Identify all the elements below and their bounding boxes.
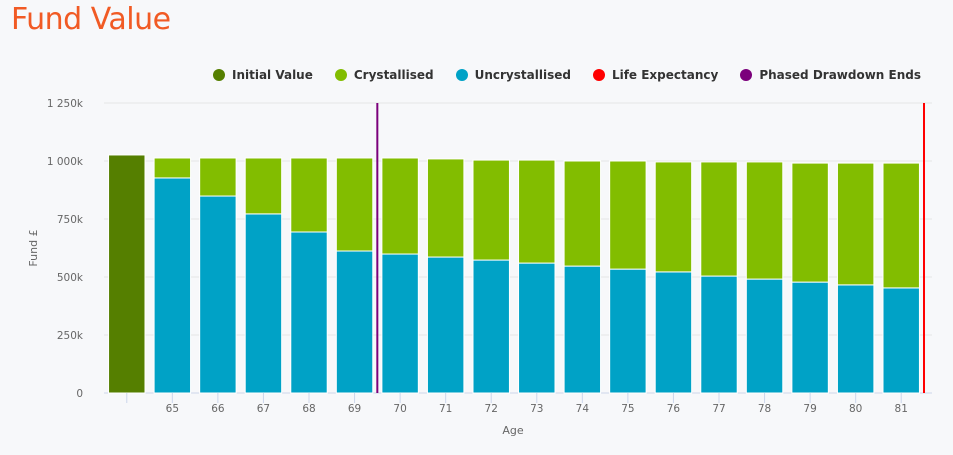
bar-uncrystallised[interactable] [836, 284, 875, 394]
legend-label: Phased Drawdown Ends [759, 68, 921, 82]
bar-crystallised[interactable] [518, 159, 556, 264]
y-tick-label: 750k [57, 214, 84, 226]
x-tick-label: 69 [348, 403, 361, 415]
bar-uncrystallised[interactable] [609, 268, 647, 394]
y-tick-label: 1 000k [47, 156, 84, 168]
x-tick-label: 80 [849, 403, 862, 415]
x-tick-label: 68 [302, 403, 315, 415]
legend-item-phased-drawdown-ends[interactable]: Phased Drawdown Ends [740, 68, 921, 82]
x-axis: 65 66 67 68 69 70 71 72 73 74 75 76 77 78 79 80 81 [126, 393, 908, 415]
x-tick-label: 81 [895, 403, 908, 415]
legend-item-uncrystallised[interactable]: Uncrystallised [455, 68, 571, 82]
bar-crystallised[interactable] [654, 161, 693, 273]
bar-crystallised[interactable] [609, 160, 647, 270]
bar-uncrystallised[interactable] [700, 275, 738, 394]
legend-label: Life Expectancy [611, 68, 719, 82]
circle-marker-icon [592, 69, 605, 81]
bar-uncrystallised[interactable] [153, 177, 192, 394]
bar-crystallised[interactable] [700, 161, 738, 277]
bar-uncrystallised[interactable] [290, 231, 328, 394]
x-tick-label: 73 [530, 403, 543, 415]
y-tick-label: 250k [57, 330, 84, 342]
bar-uncrystallised[interactable] [882, 287, 920, 394]
bar-crystallised[interactable] [836, 162, 875, 286]
y-tick-label: 1 250k [47, 98, 84, 110]
bar-crystallised[interactable] [472, 159, 510, 261]
x-tick-label: 71 [439, 403, 452, 415]
bar-uncrystallised[interactable] [745, 278, 784, 394]
x-tick-label: 72 [485, 403, 498, 415]
bars [108, 154, 920, 394]
bar-crystallised[interactable] [199, 157, 237, 197]
x-tick-label: 65 [166, 403, 179, 415]
bar-uncrystallised[interactable] [518, 262, 556, 394]
bar-crystallised[interactable] [745, 161, 784, 280]
x-tick-label: 74 [576, 403, 590, 415]
x-tick-label: 70 [393, 403, 406, 415]
bar-crystallised[interactable] [335, 157, 374, 252]
y-axis-title: Fund £ [27, 229, 40, 266]
bar-crystallised[interactable] [882, 162, 920, 289]
bar-crystallised[interactable] [791, 162, 829, 283]
chart-title: Fund Value [11, 2, 171, 37]
x-tick-label: 77 [712, 403, 725, 415]
y-axis-ticks: 0 250k 500k 750k 1 000k 1 250k [47, 98, 84, 400]
bar-initial-value[interactable] [108, 154, 146, 394]
legend-item-crystallised[interactable]: Crystallised [334, 68, 434, 82]
x-tick-label: 76 [667, 403, 681, 415]
y-tick-label: 0 [76, 388, 83, 400]
x-tick-label: 66 [211, 403, 225, 415]
bar-uncrystallised[interactable] [563, 265, 602, 394]
bar-crystallised[interactable] [426, 158, 465, 258]
x-tick-label: 75 [621, 403, 634, 415]
marker-lines [376, 103, 925, 393]
bar-uncrystallised[interactable] [791, 281, 829, 394]
bar-uncrystallised[interactable] [472, 259, 510, 394]
bar-uncrystallised[interactable] [381, 253, 419, 394]
legend-label: Crystallised [353, 68, 434, 82]
bar-crystallised[interactable] [153, 157, 192, 179]
bar-crystallised[interactable] [244, 157, 283, 215]
bar-uncrystallised[interactable] [244, 213, 283, 394]
legend-label: Initial Value [231, 68, 313, 82]
circle-marker-icon [455, 69, 468, 81]
x-tick-label: 78 [758, 403, 771, 415]
bar-uncrystallised[interactable] [335, 250, 374, 394]
circle-marker-icon [740, 69, 753, 81]
legend-item-initial-value[interactable]: Initial Value [212, 68, 313, 82]
x-tick-label: 79 [803, 403, 816, 415]
bar-crystallised[interactable] [290, 157, 328, 233]
bar-crystallised[interactable] [381, 157, 419, 255]
legend-item-life-expectancy[interactable]: Life Expectancy [592, 68, 719, 82]
bar-crystallised[interactable] [563, 160, 602, 267]
y-tick-label: 500k [57, 272, 84, 284]
circle-marker-icon [212, 69, 225, 81]
legend-label: Uncrystallised [474, 68, 571, 82]
x-tick-label: 67 [257, 403, 270, 415]
x-axis-title: Age [502, 424, 524, 437]
bar-uncrystallised[interactable] [654, 271, 693, 394]
bar-uncrystallised[interactable] [426, 256, 465, 394]
circle-marker-icon [334, 69, 347, 81]
legend: Initial Value Crystallised Uncrystallise… [212, 68, 921, 82]
bar-uncrystallised[interactable] [199, 195, 237, 394]
